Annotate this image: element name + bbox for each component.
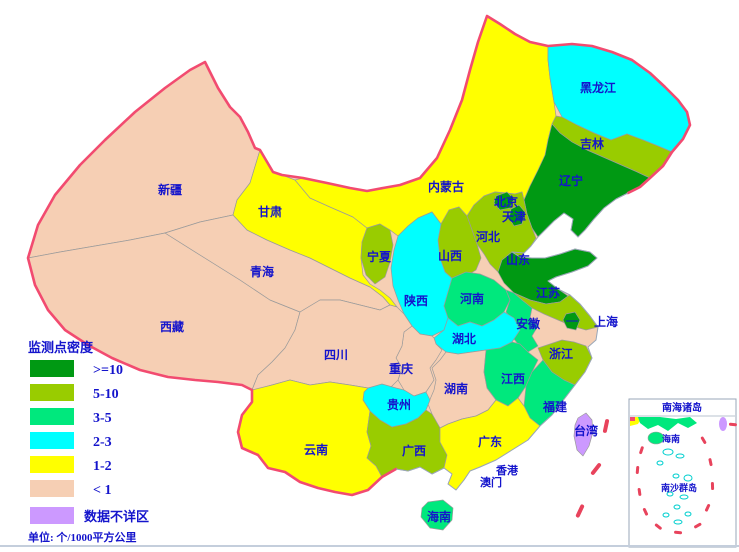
label-taiwan: 台湾 — [574, 423, 598, 438]
label-xinjiang: 新疆 — [158, 182, 182, 197]
legend-title: 监测点密度 — [28, 340, 94, 355]
label-heilongjiang: 黑龙江 — [580, 80, 616, 95]
inset-hainan-mini — [647, 431, 665, 445]
label-chongqing: 重庆 — [389, 361, 413, 376]
legend-label-2-3: 2-3 — [93, 435, 112, 450]
legend-swatch-1-2 — [30, 456, 74, 473]
label-shanghai: 上海 — [594, 314, 618, 329]
label-guangdong: 广东 — [478, 434, 502, 449]
label-hebei: 河北 — [475, 229, 500, 244]
label-liaoning: 辽宁 — [559, 173, 583, 188]
label-anhui: 安徽 — [516, 316, 541, 331]
province-labels: 新疆 西藏 青海 甘肃 内蒙古 宁夏 陕西 山西 河北 北京 天津 山东 河南 … — [158, 80, 618, 524]
label-fujian: 福建 — [542, 399, 568, 414]
legend-swatch-nodata — [30, 507, 74, 524]
label-guangxi: 广西 — [402, 443, 426, 458]
south-china-sea-inset: 南海诸岛 海南 南沙群岛 — [628, 398, 737, 548]
legend-swatch-2-3 — [30, 432, 74, 449]
province-tianjin — [508, 204, 526, 227]
national-border — [26, 14, 692, 497]
label-beijing: 北京 — [494, 194, 518, 209]
inset-border-fragment — [630, 417, 635, 421]
inset-taiwan-mini — [719, 417, 727, 431]
label-qinghai: 青海 — [250, 264, 274, 279]
legend-swatch-lt1 — [30, 480, 74, 497]
legend-swatch-3-5 — [30, 408, 74, 425]
label-sichuan: 四川 — [324, 348, 348, 362]
legend: 监测点密度 >=10 5-10 3-5 2-3 1-2 < 1 数据不详区 单位… — [28, 340, 149, 544]
province-ningxia — [360, 223, 394, 285]
legend-label-nodata: 数据不详区 — [84, 509, 149, 524]
label-zhejiang: 浙江 — [549, 346, 573, 361]
label-hainan: 海南 — [427, 509, 451, 524]
inset-hainan-label: 海南 — [662, 433, 680, 444]
legend-label-lt1: < 1 — [93, 483, 111, 498]
label-hunan: 湖南 — [444, 381, 468, 396]
inset-island-outlines — [656, 448, 693, 525]
bottom-rule — [0, 545, 739, 547]
label-tianjin: 天津 — [502, 209, 526, 224]
label-gansu: 甘肃 — [258, 204, 282, 219]
province-beijing — [493, 191, 515, 211]
inset-nansha-label: 南沙群岛 — [661, 482, 697, 493]
label-shaanxi: 陕西 — [404, 293, 428, 308]
legend-swatch-ge10 — [30, 360, 74, 377]
label-jiangsu: 江苏 — [536, 285, 560, 300]
label-ningxia: 宁夏 — [367, 249, 392, 264]
inset-title: 南海诸岛 — [662, 401, 702, 414]
legend-label-5-10: 5-10 — [93, 387, 119, 402]
legend-label-3-5: 3-5 — [93, 411, 112, 426]
label-shanxi: 山西 — [438, 248, 462, 263]
label-jiangxi: 江西 — [501, 371, 525, 386]
legend-label-1-2: 1-2 — [93, 459, 112, 474]
label-yunnan: 云南 — [304, 442, 328, 457]
label-shandong: 山东 — [506, 252, 530, 267]
legend-unit: 单位: 个/1000平方公里 — [28, 530, 136, 544]
inset-coast-green — [638, 417, 697, 431]
label-jilin: 吉林 — [580, 136, 604, 151]
province-yunnan — [237, 379, 383, 496]
legend-label-ge10: >=10 — [93, 363, 123, 378]
label-henan: 河南 — [459, 291, 484, 306]
label-macau: 澳门 — [480, 475, 502, 489]
province-taiwan — [573, 412, 594, 457]
inset-dash-line — [635, 422, 737, 535]
label-inner-mongolia: 内蒙古 — [428, 179, 464, 194]
province-hubei — [433, 311, 521, 355]
coastline — [395, 192, 629, 491]
province-hainan — [420, 499, 454, 531]
legend-swatch-5-10 — [30, 384, 74, 401]
sea-dash-line — [575, 419, 610, 518]
label-tibet: 西藏 — [160, 319, 184, 334]
label-hongkong: 香港 — [495, 463, 519, 477]
label-hubei: 湖北 — [452, 331, 476, 346]
province-sichuan — [251, 299, 413, 391]
label-guizhou: 贵州 — [387, 397, 411, 412]
